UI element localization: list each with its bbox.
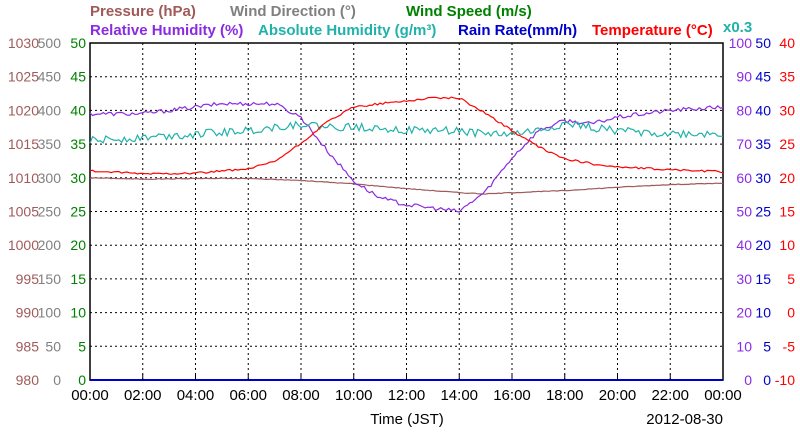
legend-absolute-humidity: Absolute Humidity (g/m³)	[258, 22, 436, 39]
y-tick-label-wind_dir: 350	[38, 136, 62, 152]
y-tick-label-wind_speed: 5	[78, 338, 86, 354]
legend-wind-direction: Wind Direction (°)	[230, 3, 356, 20]
x-tick-label: 08:00	[282, 387, 320, 404]
y-tick-label-wind_speed: 30	[70, 170, 86, 186]
x-tick-label: 20:00	[599, 387, 637, 404]
y-tick-label-rain: 0	[763, 372, 771, 388]
x-tick-label: 16:00	[493, 387, 531, 404]
y-tick-label-wind_speed: 0	[78, 372, 86, 388]
y-tick-label-rh: 30	[736, 271, 752, 287]
series-line-temp	[89, 96, 724, 175]
y-tick-label-rain: 20	[755, 237, 771, 253]
y-tick-label-wind_dir: 200	[38, 237, 62, 253]
y-tick-label-wind_dir: 0	[53, 372, 61, 388]
y-tick-label-wind_speed: 10	[70, 305, 86, 321]
date-label: 2012-08-30	[646, 411, 723, 428]
y-tick-label-rh: 20	[736, 305, 752, 321]
x-tick-label: 00:00	[71, 387, 109, 404]
y-tick-label-pressure: 990	[16, 305, 40, 321]
legend-pressure: Pressure (hPa)	[90, 3, 196, 20]
y-tick-label-wind_speed: 40	[70, 102, 86, 118]
y-tick-label-pressure: 1025	[8, 69, 39, 85]
series-line-rh	[89, 101, 724, 213]
y-tick-label-rain: 40	[755, 102, 771, 118]
x-tick-label: 02:00	[124, 387, 162, 404]
y-tick-label-rain: 50	[755, 35, 771, 51]
y-tick-label-temp: -5	[783, 338, 796, 354]
y-tick-label-pressure: 1030	[8, 35, 39, 51]
x-axis: 00:00 02:00 04:00 06:00 08:00 10:00 12:00 14:00…	[71, 374, 742, 404]
x-axis-label: Time (JST)	[370, 411, 444, 428]
y-tick-label-rh: 100	[729, 35, 753, 51]
x-tick-label: 18:00	[546, 387, 584, 404]
legend-relative-humidity: Relative Humidity (%)	[90, 22, 243, 39]
y-tick-label-wind_dir: 150	[38, 271, 62, 287]
y-tick-label-wind_dir: 50	[45, 338, 61, 354]
x-tick-label: 12:00	[388, 387, 426, 404]
y-tick-label-temp: 20	[779, 170, 795, 186]
y-tick-label-rain: 10	[755, 305, 771, 321]
y-tick-label-rh: 50	[736, 204, 752, 220]
y-tick-label-pressure: 995	[16, 271, 40, 287]
y-tick-label-wind_dir: 250	[38, 204, 62, 220]
y-tick-label-pressure: 1010	[8, 170, 39, 186]
y-tick-label-temp: 5	[787, 271, 795, 287]
y-tick-label-pressure: 980	[16, 372, 40, 388]
y-tick-label-pressure: 1005	[8, 204, 39, 220]
y-tick-label-wind_dir: 450	[38, 69, 62, 85]
y-tick-label-wind_dir: 400	[38, 102, 62, 118]
y-tick-label-temp: 15	[779, 204, 795, 220]
series-line-ah	[89, 120, 724, 144]
y-tick-label-pressure: 1000	[8, 237, 39, 253]
grid-lines	[90, 43, 723, 380]
legend-temperature: Temperature (°C)	[592, 22, 713, 39]
y-tick-label-wind_dir: 100	[38, 305, 62, 321]
y-tick-label-temp: 25	[779, 136, 795, 152]
y-tick-label-rh: 80	[736, 102, 752, 118]
series-line-pressure	[89, 177, 724, 195]
y-tick-label-rain: 15	[755, 271, 771, 287]
y-tick-label-pressure: 985	[16, 338, 40, 354]
y-axes: 1030102510201015101010051000995990985980…	[8, 35, 795, 388]
x-tick-label: 22:00	[651, 387, 689, 404]
y-tick-label-rain: 30	[755, 170, 771, 186]
y-tick-label-wind_dir: 500	[38, 35, 62, 51]
y-tick-label-rh: 10	[736, 338, 752, 354]
y-tick-label-rain: 25	[755, 204, 771, 220]
y-tick-label-temp: 30	[779, 102, 795, 118]
y-tick-label-rh: 60	[736, 170, 752, 186]
x-tick-label: 06:00	[229, 387, 267, 404]
y-tick-label-temp: 10	[779, 237, 795, 253]
y-tick-label-wind_speed: 15	[70, 271, 86, 287]
x-tick-label: 10:00	[335, 387, 373, 404]
legend-wind-speed: Wind Speed (m/s)	[406, 3, 532, 20]
y-tick-label-rain: 5	[763, 338, 771, 354]
x-tick-label: 00:00	[704, 387, 742, 404]
y-tick-label-wind_dir: 300	[38, 170, 62, 186]
y-tick-label-rain: 45	[755, 69, 771, 85]
y-tick-label-temp: -10	[775, 372, 795, 388]
y-tick-label-temp: 40	[779, 35, 795, 51]
y-tick-label-temp: 35	[779, 69, 795, 85]
y-tick-label-rh: 40	[736, 237, 752, 253]
y-tick-label-wind_speed: 25	[70, 204, 86, 220]
x-tick-label: 14:00	[440, 387, 478, 404]
legend-rain-rate: Rain Rate(mm/h)	[458, 22, 577, 39]
x-tick-label: 04:00	[177, 387, 215, 404]
y-tick-label-rh: 70	[736, 136, 752, 152]
y-tick-label-wind_speed: 50	[70, 35, 86, 51]
y-tick-label-rh: 0	[744, 372, 752, 388]
absolute-humidity-scale: x0.3	[723, 19, 752, 36]
y-tick-label-wind_speed: 45	[70, 69, 86, 85]
y-tick-label-pressure: 1015	[8, 136, 39, 152]
y-tick-label-pressure: 1020	[8, 102, 39, 118]
y-tick-label-wind_speed: 35	[70, 136, 86, 152]
y-tick-label-wind_speed: 20	[70, 237, 86, 253]
y-tick-label-temp: 0	[787, 305, 795, 321]
y-tick-label-rh: 90	[736, 69, 752, 85]
y-tick-label-rain: 35	[755, 136, 771, 152]
